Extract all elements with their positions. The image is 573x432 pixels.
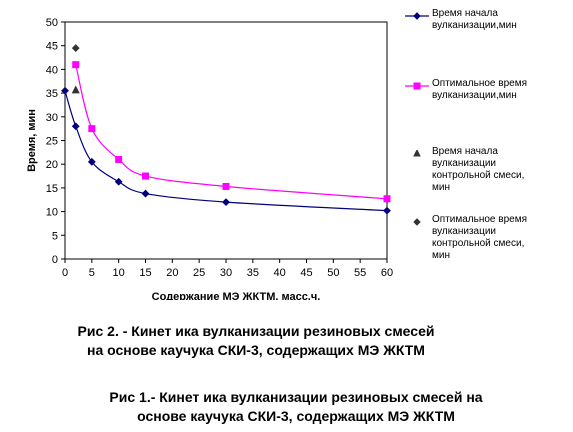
data-point [222, 182, 230, 190]
y-tick-label: 20 [46, 159, 58, 171]
legend-item: Оптимальное время вулканизации,мин [405, 78, 542, 102]
series-line [64, 90, 388, 212]
chart-series [61, 44, 391, 215]
legend-swatch [413, 218, 421, 226]
y-tick-label: 40 [46, 64, 58, 76]
y-tick-label: 0 [52, 254, 58, 266]
y-tick-label: 30 [46, 112, 58, 124]
x-axis-label: Содержание МЭ ЖКТМ, масс.ч. [152, 291, 321, 300]
caption-line: Рис 1.- Кинет ика вулканизации резиновых… [109, 389, 483, 405]
data-point [61, 86, 69, 95]
data-point [222, 198, 230, 207]
y-tick-label: 10 [46, 207, 58, 219]
data-point [413, 218, 421, 226]
figure-caption-1: Рис 1.- Кинет ика вулканизации резиновых… [80, 388, 512, 426]
data-point [71, 44, 80, 52]
y-tick-label: 5 [52, 230, 58, 242]
x-tick-label: 55 [354, 267, 366, 279]
series-4 [71, 44, 80, 52]
x-tick-label: 50 [327, 267, 339, 279]
series-3 [71, 85, 80, 94]
x-tick-label: 5 [89, 267, 95, 279]
chart-legend: Время начала вулканизации,мин Оптимальное… [405, 8, 570, 278]
data-point [115, 155, 123, 163]
caption-line: Рис 2. - Кинет ика вулканизации резиновы… [77, 323, 435, 339]
data-point [142, 172, 149, 180]
plot-area-border [64, 21, 388, 260]
data-point [413, 12, 421, 20]
series-2 [72, 61, 391, 203]
x-tick-label: 45 [300, 267, 312, 279]
data-point [114, 177, 123, 186]
chart-canvas: 0 5 10 15 20 25 30 35 40 45 50 0 5 10 15 20 25 30 35 40 45 5… [26, 17, 393, 300]
data-point [72, 61, 80, 69]
data-point [141, 189, 150, 198]
legend-item: Время начала вулканизации,мин [405, 8, 542, 32]
caption-line: на основе каучука СКИ-3, содержащих МЭ Ж… [87, 342, 425, 358]
legend-swatch [405, 82, 429, 90]
data-point [87, 157, 96, 166]
x-tick-label: 0 [62, 267, 68, 279]
y-tick-label: 25 [46, 136, 58, 148]
data-point [88, 125, 96, 133]
figure-caption-2: Рис 2. - Кинет ика вулканизации резиновы… [56, 322, 456, 360]
x-tick-label: 40 [274, 267, 286, 279]
legend-label: Оптимальное время вулканизации,мин [432, 78, 527, 101]
x-tick-labels: 0 5 10 15 20 25 30 35 40 45 50 55 60 [62, 267, 393, 279]
y-tick-label: 45 [46, 41, 58, 53]
data-point [413, 150, 421, 157]
legend-label: Время начала вулканизации,мин [432, 8, 517, 31]
legend-swatch [405, 12, 429, 20]
legend-label: Оптимальное время вулканизации контрольн… [432, 214, 527, 261]
x-tick-label: 15 [139, 267, 151, 279]
x-tick-label: 35 [247, 267, 259, 279]
legend-swatch [413, 150, 421, 157]
data-point [383, 195, 391, 203]
y-tick-label: 15 [46, 183, 58, 195]
data-point [383, 206, 391, 215]
x-tick-label: 30 [220, 267, 232, 279]
x-tick-label: 20 [166, 267, 178, 279]
x-tick-label: 60 [381, 267, 393, 279]
chart-axes [61, 21, 388, 263]
series-line [75, 64, 388, 200]
series-1 [61, 86, 391, 215]
x-tick-label: 10 [113, 267, 125, 279]
data-point [71, 85, 80, 94]
legend-item: Время начала вулканизации контрольной см… [405, 146, 542, 194]
y-tick-labels: 0 5 10 15 20 25 30 35 40 45 50 [46, 17, 58, 266]
y-tick-label: 35 [46, 88, 58, 100]
x-tick-label: 25 [193, 267, 205, 279]
legend-label: Время начала вулканизации контрольной см… [432, 146, 525, 193]
caption-line: основе каучука СКИ-3, содержащих МЭ ЖКТМ [137, 408, 455, 424]
data-point [71, 122, 80, 131]
y-tick-label: 50 [46, 17, 58, 29]
legend-item: Оптимальное время вулканизации контрольн… [405, 214, 542, 262]
y-axis-label: Время, мин [26, 109, 38, 172]
data-point [413, 82, 421, 90]
